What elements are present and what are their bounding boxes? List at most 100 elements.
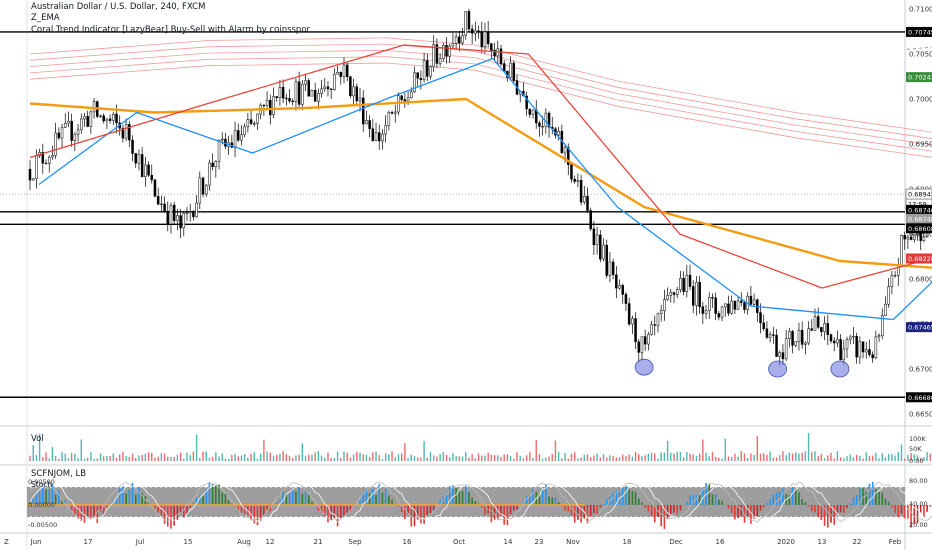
momentum-bar xyxy=(721,501,723,505)
momentum-bar xyxy=(234,505,236,507)
momentum-bar xyxy=(96,505,99,524)
candle-down xyxy=(493,50,496,57)
candle-up xyxy=(144,164,147,177)
volume-bar xyxy=(913,454,916,461)
momentum-bar xyxy=(359,500,361,505)
candle-up xyxy=(220,138,224,141)
candle-down xyxy=(643,336,647,345)
candle-down xyxy=(115,113,118,124)
volume-bar xyxy=(695,455,698,461)
candle-up xyxy=(358,97,362,102)
momentum-bar xyxy=(862,488,864,505)
candle-down xyxy=(791,331,794,346)
volume-bar xyxy=(903,458,906,461)
momentum-bar xyxy=(182,505,185,518)
candle-down xyxy=(573,178,576,182)
momentum-bar xyxy=(708,483,711,505)
volume-bar xyxy=(881,453,883,461)
volume-bar xyxy=(320,455,323,461)
momentum-bar xyxy=(554,497,557,505)
momentum-bar xyxy=(769,499,771,505)
volume-bar xyxy=(836,451,839,461)
symbol-title: Australian Dollar / U.S. Dollar, 240, FX… xyxy=(31,2,206,12)
candle-down xyxy=(772,334,775,336)
candle-up xyxy=(675,289,679,295)
candle-up xyxy=(922,236,926,241)
volume-bar xyxy=(820,454,823,461)
momentum-bar xyxy=(147,502,150,505)
candle-up xyxy=(195,202,198,218)
volume-bar xyxy=(51,447,54,461)
volume-bar xyxy=(779,455,781,461)
volume-bar xyxy=(570,453,573,461)
momentum-bar xyxy=(871,481,874,505)
momentum-bar xyxy=(676,505,679,515)
candle-up xyxy=(881,315,884,336)
momentum-bar xyxy=(48,489,51,505)
time-tick: 17 xyxy=(84,538,93,546)
volume-bar xyxy=(503,454,505,461)
volume-bar xyxy=(218,456,220,461)
momentum-bar xyxy=(227,500,230,505)
volume-bar xyxy=(58,458,60,461)
ribbon-line xyxy=(29,37,932,133)
candle-up xyxy=(669,292,673,296)
candle-up xyxy=(256,113,259,124)
momentum-bar xyxy=(455,487,457,505)
candle-up xyxy=(336,72,339,75)
momentum-bar xyxy=(692,494,695,505)
candle-up xyxy=(294,81,298,102)
volume-bar xyxy=(830,452,832,461)
momentum-bar xyxy=(903,505,906,519)
momentum-bar xyxy=(653,505,656,523)
momentum-bar xyxy=(29,502,31,505)
candle-up xyxy=(365,120,368,125)
candle-up xyxy=(768,334,772,338)
candle-down xyxy=(121,127,125,139)
momentum-bar xyxy=(362,492,365,505)
price-axis[interactable]: 0.710000.705000.700000.695000.690000.685… xyxy=(905,6,932,530)
candle-up xyxy=(310,89,314,97)
volume-bar xyxy=(468,457,470,461)
momentum-bar xyxy=(516,505,518,510)
ribbon-line xyxy=(29,56,932,152)
volume-bar xyxy=(638,454,640,461)
volume-bar xyxy=(557,451,560,461)
drawings[interactable] xyxy=(634,23,932,397)
momentum-bar xyxy=(134,494,137,505)
horizontal-levels[interactable] xyxy=(0,0,932,398)
candle-down xyxy=(634,318,637,343)
volume-bar xyxy=(823,458,826,461)
volume-bar xyxy=(887,453,890,461)
momentum-bar xyxy=(474,500,477,505)
momentum-bar xyxy=(490,505,493,523)
volume-bar xyxy=(606,457,608,461)
time-tick: 16 xyxy=(716,538,725,546)
volume-bar xyxy=(644,455,646,461)
volume-bar xyxy=(359,452,361,461)
momentum-bar xyxy=(561,505,563,507)
candle-up xyxy=(813,316,817,331)
momentum-bar xyxy=(814,505,816,513)
momentum-bar xyxy=(346,505,348,514)
candle-up xyxy=(76,129,80,135)
momentum-bar xyxy=(577,505,579,520)
momentum-bar xyxy=(740,505,743,517)
volume-bar xyxy=(292,457,294,461)
volume-bar xyxy=(61,452,63,461)
volume-bar xyxy=(176,454,179,461)
candle-up xyxy=(563,147,567,154)
volume-bar xyxy=(702,439,704,461)
momentum-bar xyxy=(589,505,592,518)
volume-bar xyxy=(410,454,412,461)
time-axis[interactable]: Jun 17 Jul 15 Aug 12 21 Sep 16 Oct 14 23 Nov 18 Dec 16 2… xyxy=(4,538,902,546)
candle-up xyxy=(913,234,916,240)
volume-tick: 50K xyxy=(909,445,922,453)
candle-up xyxy=(509,62,512,78)
volume-bar xyxy=(698,453,701,461)
momentum-bar xyxy=(734,505,736,520)
candle-up xyxy=(631,318,634,325)
volume-bar xyxy=(269,452,271,461)
